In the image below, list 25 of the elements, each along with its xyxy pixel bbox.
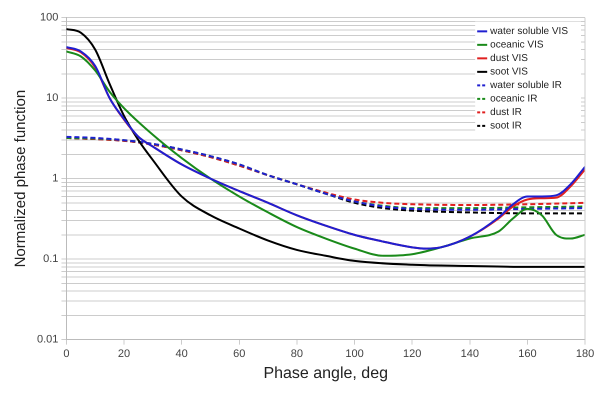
legend-label: soot VIS	[490, 66, 528, 78]
y-axis-title: Normalized phase function	[12, 90, 30, 268]
y-tick-label: 0.1	[43, 253, 58, 266]
legend-label: soot IR	[490, 120, 522, 132]
x-tick-label: 0	[63, 348, 70, 360]
y-tick-label: 10	[46, 92, 58, 104]
x-tick-label: 80	[290, 348, 304, 360]
legend-label: water soluble IR	[489, 80, 562, 92]
legend-label: oceanic IR	[490, 94, 538, 105]
legend-label: dust VIS	[490, 53, 528, 64]
y-tick-label: 0.01	[36, 334, 58, 346]
x-tick-label: 60	[233, 348, 246, 360]
legend-label: dust IR	[490, 107, 522, 118]
legend-label: water soluble VIS	[489, 26, 568, 38]
x-tick-label: 20	[118, 348, 130, 360]
x-tick-label: 40	[176, 348, 188, 360]
x-tick-label: 100	[345, 348, 364, 360]
y-tick-label: 1	[52, 172, 58, 185]
x-tick-label: 180	[576, 348, 594, 360]
legend-label: oceanic VIS	[490, 40, 544, 51]
x-tick-label: 160	[518, 348, 537, 360]
x-tick-label: 140	[460, 348, 479, 360]
x-axis-title: Phase angle, deg	[263, 364, 388, 382]
y-tick-label: 100	[40, 12, 58, 24]
x-tick-label: 120	[402, 348, 422, 360]
